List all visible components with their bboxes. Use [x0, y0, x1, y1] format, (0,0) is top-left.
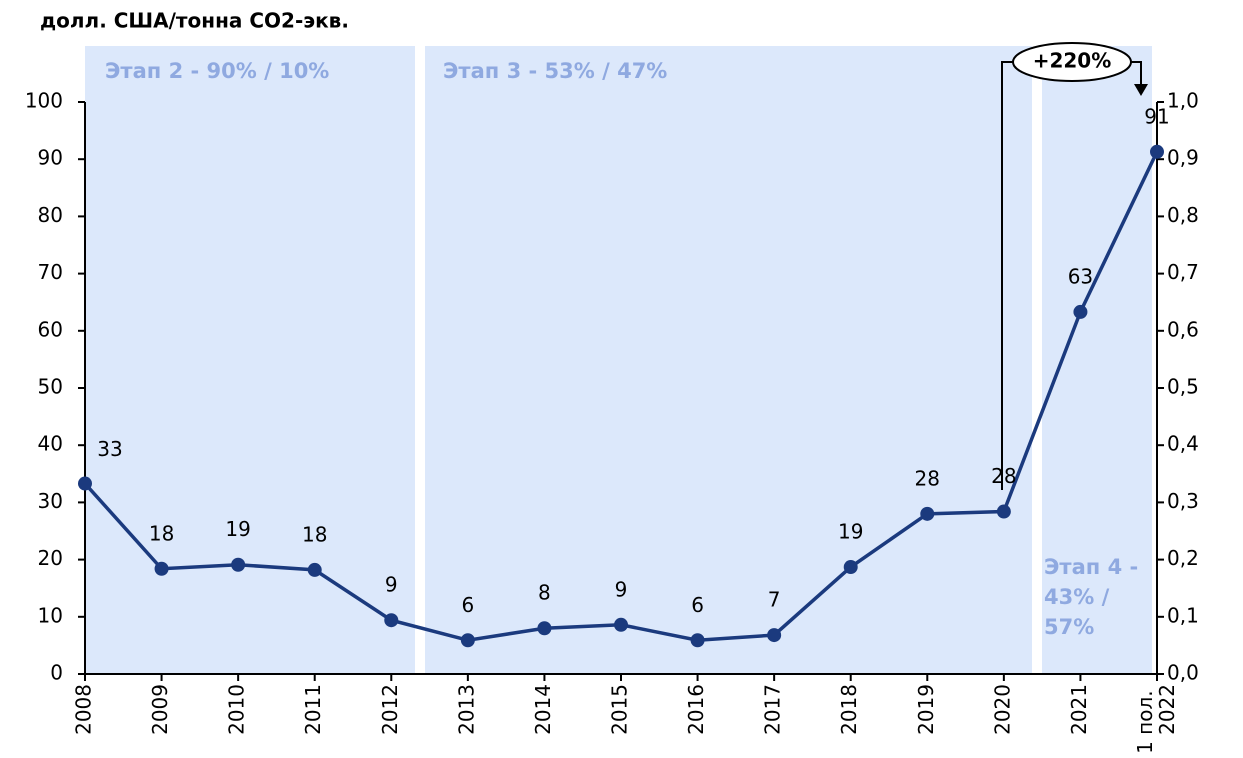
data-label: 8 [538, 581, 551, 605]
x-tick-label: 2019 [914, 684, 938, 735]
phase-label: Этап 4 - 43% / 57% [1044, 555, 1139, 639]
data-label: 19 [838, 520, 863, 544]
data-label: 9 [615, 577, 628, 601]
point [78, 476, 92, 491]
point [920, 506, 935, 521]
y-tick-label: 40 [38, 432, 63, 456]
y2-tick-label: 0,5 [1167, 375, 1199, 399]
point [690, 633, 705, 648]
y-tick-label: 90 [38, 146, 63, 170]
phase-band [85, 46, 415, 674]
data-label: 28 [991, 464, 1016, 488]
y2-tick-label: 1,0 [1167, 89, 1199, 113]
data-label: 18 [149, 521, 174, 545]
x-tick-label-line: 2022 [1155, 684, 1179, 735]
x-tick-label: 2011 [301, 684, 325, 735]
x-tick-label: 2012 [378, 684, 402, 735]
x-tick-label: 2017 [761, 684, 785, 735]
annotation-bracket [1001, 61, 1013, 490]
y2-tick-label: 0,8 [1167, 203, 1199, 227]
point [384, 613, 399, 628]
x-tick-label-line: 1 пол. [1133, 684, 1157, 754]
y2-tick-label: 0,1 [1167, 603, 1199, 627]
x-tick-label: 2015 [608, 684, 632, 735]
x-tick-label: 2021 [1067, 684, 1091, 735]
y-tick-label: 80 [38, 203, 63, 227]
annotation-ellipse [1012, 42, 1132, 82]
data-label: 33 [97, 437, 122, 461]
point [1150, 144, 1164, 159]
chart-title: долл. США/тонна CO2-экв. [40, 9, 349, 33]
y2-tick-label: 0,0 [1167, 661, 1199, 685]
y-tick-label: 100 [25, 89, 63, 113]
data-label: 6 [691, 593, 704, 617]
point [537, 621, 552, 636]
x-tick-label: 2013 [454, 684, 478, 735]
point [307, 562, 322, 577]
annotation: +220% [1033, 49, 1112, 73]
data-label: 91 [1144, 104, 1169, 128]
y2-tick-label: 0,3 [1167, 489, 1199, 513]
y-tick-label: 70 [38, 260, 63, 284]
y-tick-label: 10 [38, 603, 63, 627]
point [767, 628, 782, 643]
phase-label: Этап 3 - 53% / 47% [443, 59, 667, 83]
data-label: 28 [915, 466, 940, 490]
data-label: 9 [385, 573, 398, 597]
x-tick-label: 2008 [72, 684, 96, 735]
y2-tick-label: 0,7 [1167, 260, 1199, 284]
point [460, 633, 475, 648]
phase-band [425, 46, 1032, 674]
y-tick-label: 30 [38, 489, 63, 513]
x-tick-label: 2018 [837, 684, 861, 735]
y2-tick-label: 0,6 [1167, 317, 1199, 341]
annotation-arrow [1134, 84, 1148, 96]
x-tick-label: 2009 [148, 684, 172, 735]
data-label: 63 [1068, 264, 1093, 288]
y2-tick-label: 0,4 [1167, 432, 1199, 456]
y-tick-label: 0 [50, 661, 63, 685]
x-tick-label: 1 пол. 2022 [1133, 684, 1179, 754]
point [614, 617, 628, 632]
data-label: 19 [225, 517, 250, 541]
y-tick-label: 60 [38, 317, 63, 341]
point [843, 560, 858, 575]
x-tick-label: 2014 [531, 684, 555, 735]
phase-label: Этап 2 - 90% / 10% [105, 59, 329, 83]
y2-tick-label: 0,9 [1167, 146, 1199, 170]
y2-tick-label: 0,2 [1167, 546, 1199, 570]
x-tick-label: 2016 [684, 684, 708, 735]
point [154, 561, 169, 576]
y-tick-label: 20 [38, 546, 63, 570]
x-tick-label: 2020 [990, 684, 1014, 735]
y-tick-label: 50 [38, 375, 63, 399]
annotation-bracket [1131, 61, 1142, 88]
point [996, 504, 1011, 519]
data-label: 18 [302, 522, 327, 546]
x-tick-label: 2010 [225, 684, 249, 735]
point [231, 557, 246, 572]
point [1073, 304, 1088, 319]
data-label: 6 [461, 593, 474, 617]
data-label: 7 [768, 588, 781, 612]
